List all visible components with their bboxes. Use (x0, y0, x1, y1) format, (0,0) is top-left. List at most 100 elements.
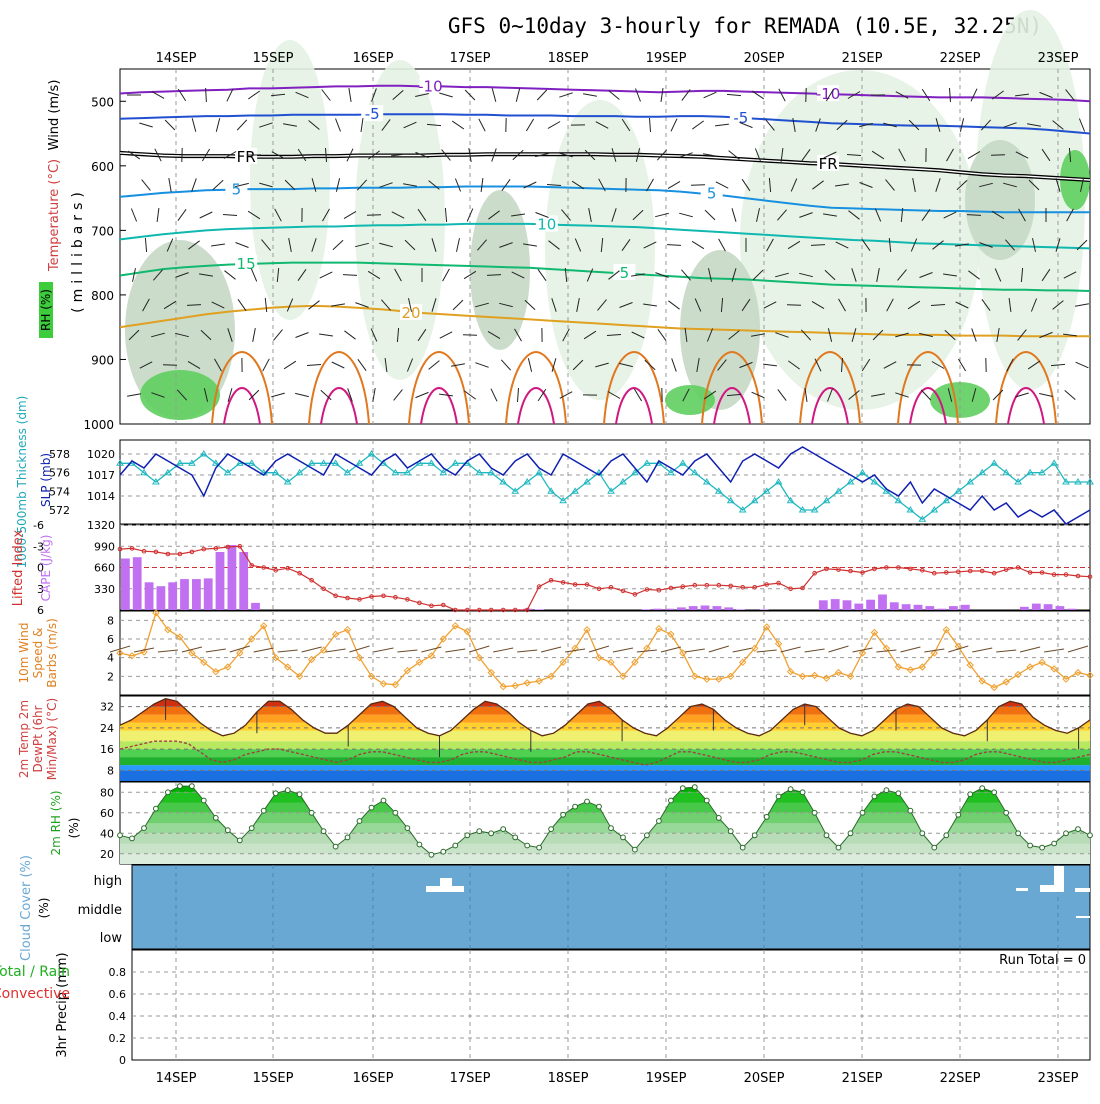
rh-marker-35 (537, 845, 542, 850)
rh-marker-26 (429, 852, 434, 857)
cape-ytick-1: 660 (94, 562, 115, 575)
cloud-gap-5 (1054, 866, 1064, 892)
rh-marker-8 (213, 816, 218, 821)
ylabel-cloud: Cloud Cover (%) (19, 855, 34, 961)
ylabel-rh: RH (%) (39, 289, 53, 331)
temp-label-9: 15 (237, 255, 256, 273)
wind-ytick-0: 2 (107, 670, 114, 683)
rh-shade-0 (250, 40, 330, 320)
ylabel-cape: CAPE (J/kg) (39, 535, 53, 602)
date-label-bottom-2: 16SEP (353, 1071, 394, 1086)
precip-label-total: Total / Rain (0, 964, 70, 980)
cloud-gap-2 (426, 886, 464, 892)
date-label-bottom-8: 22SEP (940, 1071, 981, 1086)
rh-marker-14 (285, 788, 290, 793)
cape-bar-65 (890, 602, 899, 610)
rh-marker-23 (393, 810, 398, 815)
rh-band-1 (120, 844, 1090, 854)
temp-label-2: -5 (365, 105, 380, 123)
rh-ytick-3: 80 (100, 786, 114, 799)
cape-bar-67 (914, 605, 923, 610)
rh-marker-59 (824, 833, 829, 838)
rh-marker-12 (261, 808, 266, 813)
ylabel-millibars: (millibars) (70, 187, 86, 313)
cape-bar-47 (677, 607, 686, 610)
rh-marker-64 (884, 788, 889, 793)
precip-label-convective: Convective (0, 986, 70, 1002)
rh-marker-56 (788, 787, 793, 792)
cape-ytick-3: 1320 (87, 519, 115, 532)
rh-marker-45 (657, 819, 662, 824)
rh-marker-0 (118, 833, 123, 838)
temp-label-7: 5 (707, 185, 717, 203)
temp-ytick-1: 16 (100, 743, 114, 756)
rh-marker-80 (1076, 827, 1081, 832)
rh-ytick-1: 40 (100, 827, 114, 840)
rh-shade-8 (965, 140, 1035, 260)
precip-ytick-4: 0.8 (109, 966, 127, 979)
cape-bar-45 (653, 609, 662, 610)
slp-ytick-0: 1014 (87, 490, 115, 503)
temp-band-4 (120, 741, 1090, 749)
cape-bar-69 (937, 609, 946, 610)
date-label-bottom-4: 18SEP (548, 1071, 589, 1086)
rh-marker-46 (669, 798, 674, 803)
date-label-bottom-1: 15SEP (253, 1071, 294, 1086)
rh-marker-62 (860, 810, 865, 815)
cape-bar-44 (642, 609, 651, 610)
rh-marker-60 (836, 845, 841, 850)
date-label-top-2: 16SEP (353, 51, 394, 66)
rh-marker-61 (848, 831, 853, 836)
ylabel-rh2m-box: 2m RH (%) (30, 782, 82, 864)
temp-label-10: 5 (620, 264, 630, 282)
temp-band-3 (120, 749, 1090, 757)
wind-ytick-1: 4 (107, 652, 114, 665)
precip-ytick-0: 0 (119, 1054, 126, 1067)
date-label-bottom-0: 14SEP (156, 1071, 197, 1086)
precip-ytick-2: 0.4 (109, 1010, 127, 1023)
chart-title: GFS 0~10day 3-hourly for REMADA (10.5E, … (448, 14, 1042, 38)
rh-ytick-0: 20 (100, 848, 114, 861)
cape-bar-5 (180, 579, 189, 610)
rh-marker-15 (297, 792, 302, 797)
rh-marker-10 (237, 838, 242, 843)
cape-bar-59 (819, 600, 828, 610)
rh-marker-29 (465, 833, 470, 838)
rh-marker-50 (716, 816, 721, 821)
temp-label-11: 20 (401, 304, 420, 322)
cloud-unit: (%) (37, 898, 51, 919)
rh-marker-63 (872, 794, 877, 799)
rh-marker-20 (357, 819, 362, 824)
ylabel-lifted: Lifted Index (11, 529, 26, 606)
temp-label-1: -10 (816, 85, 841, 103)
rh-marker-24 (405, 826, 410, 831)
cape-bar-68 (925, 606, 934, 610)
cape-bar-60 (831, 599, 840, 610)
date-label-bottom-7: 21SEP (842, 1071, 883, 1086)
rh-marker-47 (680, 786, 685, 791)
cape-bar-11 (251, 603, 260, 610)
cape-bar-50 (713, 606, 722, 610)
cape-bar-1 (133, 557, 142, 610)
ylabel-temp2m: 2m Temp 2m DewPt (6hr Min/Max) (°C) (17, 697, 59, 781)
rh-marker-36 (549, 827, 554, 832)
cape-bar-35 (535, 609, 544, 610)
rh-marker-81 (1088, 833, 1093, 838)
slp-ytick-2: 1020 (87, 448, 115, 461)
panel-cloud (132, 865, 1090, 949)
rh-marker-40 (597, 804, 602, 809)
temp-label-5: FR (819, 155, 838, 173)
cape-bar-2 (145, 582, 154, 610)
cloud-gap-3 (1016, 888, 1028, 891)
rh-marker-3 (154, 806, 159, 811)
cape-bar-77 (1032, 604, 1041, 610)
ylabel-wind10m-box: 10m Wind Speed & Barbs (m/s) (4, 612, 72, 694)
rh-marker-44 (645, 833, 650, 838)
rh-marker-78 (1052, 841, 1057, 846)
rh-marker-21 (369, 805, 374, 810)
rh-marker-38 (573, 804, 578, 809)
panel-precip (132, 950, 1090, 1060)
panel-wind10m (120, 611, 1090, 695)
rh-marker-11 (249, 826, 254, 831)
